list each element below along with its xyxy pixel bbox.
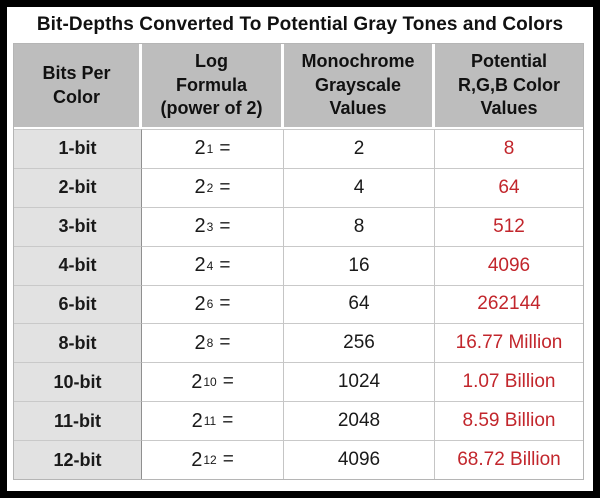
row-label: 11-bit (14, 401, 142, 441)
grayscale-value: 2 (284, 129, 435, 168)
rgb-value: 262144 (435, 284, 583, 324)
grayscale-value: 4 (284, 167, 435, 207)
column-header-formula: Log Formula (power of 2) (142, 44, 284, 129)
rgb-value: 8 (435, 129, 583, 168)
log-formula-cell: 2 1 = (142, 129, 284, 168)
grayscale-value: 8 (284, 206, 435, 246)
log-formula-cell: 2 6 = (142, 284, 284, 324)
row-label: 4-bit (14, 245, 142, 285)
row-label: 10-bit (14, 362, 142, 402)
log-formula-cell: 2 12 = (142, 440, 284, 479)
grayscale-value: 64 (284, 284, 435, 324)
grayscale-value: 1024 (284, 362, 435, 402)
row-label: 6-bit (14, 284, 142, 324)
log-formula-cell: 2 10 = (142, 362, 284, 402)
log-formula-cell: 2 4 = (142, 245, 284, 285)
grayscale-value: 4096 (284, 440, 435, 479)
rgb-value: 4096 (435, 245, 583, 285)
rgb-value: 1.07 Billion (435, 362, 583, 402)
row-label: 12-bit (14, 440, 142, 479)
bit-depth-table: Bits Per Color Log Formula (power of 2) Monoc… (13, 43, 584, 480)
row-label: 8-bit (14, 323, 142, 363)
column-header-rgb: Potential R,G,B Color Values (435, 44, 583, 129)
rgb-value: 8.59 Billion (435, 401, 583, 441)
log-formula-cell: 2 3 = (142, 206, 284, 246)
page-title: Bit-Depths Converted To Potential Gray T… (36, 14, 564, 35)
row-label: 2-bit (14, 167, 142, 207)
rgb-value: 512 (435, 206, 583, 246)
log-formula-cell: 2 8 = (142, 323, 284, 363)
rgb-value: 16.77 Million (435, 323, 583, 363)
grayscale-value: 256 (284, 323, 435, 363)
column-header-grayscale: Monochrome Grayscale Values (284, 44, 435, 129)
column-header-bits: Bits Per Color (14, 44, 142, 129)
log-formula-cell: 2 2 = (142, 167, 284, 207)
row-label: 3-bit (14, 206, 142, 246)
rgb-value: 68.72 Billion (435, 440, 583, 479)
log-formula-cell: 2 11 = (142, 401, 284, 441)
row-label: 1-bit (14, 129, 142, 168)
grayscale-value: 2048 (284, 401, 435, 441)
grayscale-value: 16 (284, 245, 435, 285)
rgb-value: 64 (435, 167, 583, 207)
